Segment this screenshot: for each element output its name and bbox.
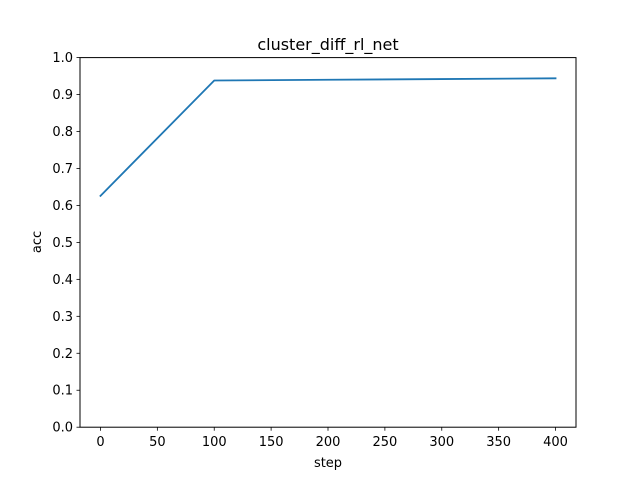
x-tick-label: 0 <box>96 435 104 450</box>
x-axis: 0 50 100 150 200 250 300 350 400 <box>96 427 568 450</box>
y-tick-label: 0.4 <box>52 273 73 288</box>
y-tick-label: 0.0 <box>52 421 73 436</box>
y-tick-label: 0.8 <box>52 125 73 140</box>
plot-frame <box>79 57 577 428</box>
y-tick-label: 1.0 <box>52 51 73 66</box>
series-line-1 <box>99 77 557 198</box>
x-tick-label: 50 <box>149 435 166 450</box>
x-tick-label: 100 <box>202 435 227 450</box>
y-tick-label: 0.3 <box>52 310 73 325</box>
x-tick-label: 400 <box>543 435 568 450</box>
y-tick-label: 0.9 <box>52 88 73 103</box>
y-tick-label: 0.5 <box>52 236 73 251</box>
y-axis-label: acc <box>30 231 45 253</box>
y-tick-label: 0.7 <box>52 162 73 177</box>
x-tick-label: 150 <box>259 435 284 450</box>
x-axis-label: step <box>314 456 342 471</box>
y-axis: 0.0 0.1 0.2 0.3 0.4 0.5 0.6 0.7 0.8 0.9 1.0 <box>52 51 80 436</box>
x-tick-label: 250 <box>372 435 397 450</box>
chart-title: cluster_diff_rl_net <box>257 35 398 55</box>
x-tick-label: 350 <box>486 435 511 450</box>
x-tick-label: 300 <box>429 435 454 450</box>
y-tick-label: 0.2 <box>52 347 73 362</box>
plot-area <box>99 77 557 198</box>
y-tick-label: 0.1 <box>52 384 73 399</box>
y-tick-label: 0.6 <box>52 199 73 214</box>
x-tick-label: 200 <box>316 435 341 450</box>
